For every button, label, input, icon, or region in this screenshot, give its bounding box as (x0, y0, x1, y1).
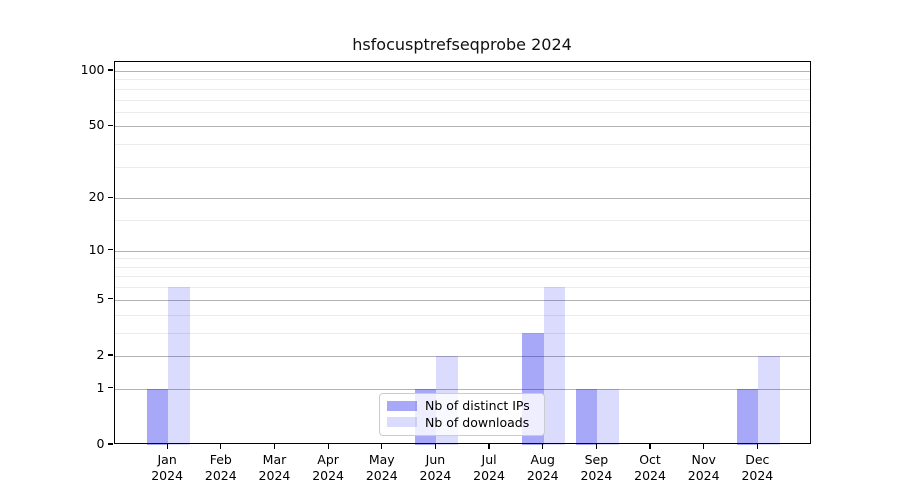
y-axis-tick (107, 196, 113, 198)
gridline-minor (114, 276, 810, 278)
x-tick-label: Jun 2024 (419, 452, 452, 483)
y-axis-tick (107, 387, 113, 389)
legend-label-distinct-ips: Nb of distinct IPs (425, 398, 530, 414)
x-axis-tick (381, 444, 383, 449)
x-tick-label: Mar 2024 (258, 452, 291, 483)
gridline-minor (114, 287, 810, 289)
gridline-minor (114, 166, 810, 168)
bar-downloads-dec (758, 355, 780, 445)
legend-item-downloads: Nb of downloads (387, 414, 536, 431)
gridline-minor (114, 220, 810, 222)
x-axis-tick (595, 444, 597, 449)
bar-distinct-ips-jan (146, 388, 169, 445)
x-axis-tick (273, 444, 276, 449)
y-axis-tick (107, 124, 113, 126)
y-axis-tick (107, 354, 113, 356)
x-tick-label: Jan 2024 (151, 452, 184, 483)
gridline-minor (114, 111, 810, 113)
gridline-major (114, 355, 810, 357)
bar-downloads-sep (597, 388, 619, 445)
y-tick-label: 0 (96, 436, 105, 451)
gridline-major (114, 388, 810, 390)
legend-item-distinct-ips: Nb of distinct IPs (387, 398, 536, 415)
y-tick-label: 10 (88, 241, 105, 257)
legend-swatch-distinct-ips (387, 400, 417, 411)
x-tick-label: Sep 2024 (580, 452, 613, 483)
y-axis-tick (107, 298, 113, 300)
y-tick-label: 2 (96, 346, 105, 362)
legend-swatch-downloads (387, 417, 417, 428)
x-tick-label: Apr 2024 (312, 452, 345, 483)
x-axis-tick (756, 444, 758, 449)
y-tick-label: 100 (80, 62, 105, 77)
x-tick-label: Oct 2024 (634, 452, 666, 483)
gridline-major (114, 198, 810, 200)
x-axis-tick (649, 444, 651, 449)
x-axis-tick (703, 444, 705, 449)
plot-area (113, 61, 811, 445)
gridline-major (114, 250, 810, 252)
gridline-minor (114, 266, 810, 268)
y-tick-label: 5 (96, 290, 105, 306)
x-tick-label: Nov 2024 (687, 452, 720, 483)
gridline-minor (114, 99, 810, 101)
gridline-minor (114, 332, 810, 334)
y-tick-label: 1 (96, 379, 105, 395)
y-axis-tick (107, 69, 113, 71)
gridline-minor (114, 88, 810, 90)
bars-layer (115, 62, 811, 445)
x-axis-tick (327, 444, 329, 449)
bar-downloads-aug (543, 287, 566, 445)
grid-layer (114, 62, 810, 443)
x-axis-tick (542, 444, 544, 449)
bar-distinct-ips-dec (736, 388, 759, 445)
legend: Nb of distinct IPs Nb of downloads (379, 392, 545, 436)
gridline-major (114, 299, 810, 301)
x-axis-tick (220, 444, 222, 449)
chart-title: hsfocusptrefseqprobe 2024 (352, 35, 572, 54)
legend-label-downloads: Nb of downloads (425, 414, 530, 430)
gridline-major (114, 71, 810, 72)
bar-downloads-jan (168, 287, 190, 445)
x-tick-label: May 2024 (365, 452, 398, 483)
x-tick-label: Jul 2024 (473, 452, 505, 483)
gridline-minor (114, 144, 810, 146)
x-axis-tick (488, 444, 490, 449)
x-axis-tick (434, 444, 436, 449)
x-tick-label: Feb 2024 (204, 452, 237, 483)
x-axis-tick (166, 444, 168, 449)
gridline-minor (114, 79, 810, 81)
y-axis-tick (107, 249, 113, 251)
y-tick-label: 50 (88, 117, 105, 133)
bar-distinct-ips-sep (575, 388, 598, 445)
gridline-major (114, 126, 810, 128)
x-tick-label: Aug 2024 (526, 452, 559, 483)
gridline-minor (114, 314, 810, 316)
gridline-minor (114, 258, 810, 260)
y-axis-tick (107, 443, 113, 445)
x-tick-label: Dec 2024 (741, 452, 774, 483)
y-tick-label: 20 (88, 189, 105, 205)
